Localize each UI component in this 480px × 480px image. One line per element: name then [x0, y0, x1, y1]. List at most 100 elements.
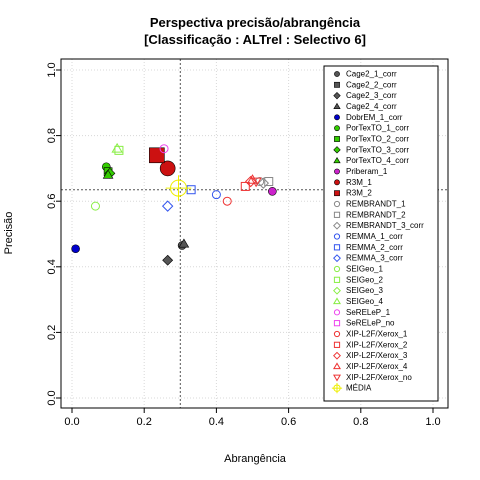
legend-label: R3M_1 — [346, 178, 372, 187]
reference-lines — [61, 59, 448, 408]
legend-marker — [333, 200, 341, 208]
x-axis: 0.0 0.2 0.4 0.6 0.8 1.0 — [64, 408, 441, 428]
y-tick-label: 0.4 — [46, 259, 58, 274]
legend-label: SeRELeP_1 — [346, 308, 391, 317]
x-tick-label: 1.0 — [425, 416, 440, 428]
legend-marker — [333, 221, 341, 230]
data-point — [102, 169, 114, 179]
legend-marker — [331, 383, 343, 394]
legend-marker — [333, 374, 341, 382]
data-point — [149, 147, 165, 164]
data-point — [244, 175, 257, 188]
legend-label: SEIGeo_2 — [346, 275, 383, 284]
legend-label: MÉDIA — [346, 384, 372, 393]
y-tick-label: 0.6 — [46, 194, 58, 209]
data-point — [257, 177, 270, 189]
legend-marker — [334, 81, 340, 88]
data-point — [268, 187, 277, 196]
legend-marker — [334, 168, 340, 175]
legend-label: PorTexTO_1_corr — [346, 124, 409, 133]
legend-label: XIP-L2F/Xerox_2 — [346, 340, 408, 349]
legend-marker — [333, 102, 341, 109]
legend-label: REMBRANDT_2 — [346, 210, 406, 219]
legend-marker — [333, 146, 341, 154]
legend-label: REMMA_2_corr — [346, 243, 403, 252]
x-tick-label: 0.4 — [209, 416, 224, 428]
legend-label: XIP-L2F/Xerox_1 — [346, 330, 408, 339]
legend-label: Cage2_3_corr — [346, 91, 397, 100]
data-point — [246, 174, 259, 184]
legend-marker — [334, 125, 340, 132]
legend-marker — [333, 330, 341, 338]
legend-label: SEIGeo_4 — [346, 297, 383, 306]
legend-label: SEIGeo_1 — [346, 265, 383, 274]
legend-marker — [334, 71, 340, 77]
data-point — [162, 254, 174, 266]
data-point — [90, 201, 100, 211]
y-tick-label: 0.8 — [46, 128, 58, 143]
legend-marker — [333, 211, 341, 218]
legend-marker — [334, 114, 340, 121]
x-tick-label: 0.2 — [137, 416, 152, 428]
legend-marker — [333, 91, 341, 100]
data-points — [71, 142, 277, 266]
data-point — [222, 196, 232, 206]
x-tick-label: 0.0 — [64, 416, 79, 428]
data-point — [71, 244, 80, 254]
data-point — [250, 177, 262, 188]
legend-label: XIP-L2F/Xerox_3 — [346, 351, 408, 360]
y-axis: 0.0 0.2 0.4 0.6 0.8 1.0 — [46, 62, 61, 406]
data-point — [186, 185, 196, 195]
data-point — [165, 175, 192, 201]
x-axis-label: Abrangência — [224, 453, 287, 465]
legend-label: REMMA_1_corr — [346, 232, 403, 241]
y-tick-label: 0.2 — [46, 325, 58, 340]
legend-label: REMBRANDT_3_corr — [346, 221, 424, 230]
legend-marker — [333, 341, 341, 348]
legend-marker — [333, 297, 341, 305]
legend-label: Cage2_4_corr — [346, 102, 397, 111]
legend-label: SEIGeo_3 — [346, 286, 383, 295]
data-point — [159, 144, 169, 154]
y-tick-label: 0.0 — [46, 390, 58, 405]
legend-marker — [333, 254, 341, 263]
legend-marker — [333, 265, 341, 273]
legend-label: PorTexTO_4_corr — [346, 156, 409, 165]
data-point — [211, 190, 221, 200]
legend-box — [323, 65, 439, 402]
legend-label: R3M_2 — [346, 189, 372, 198]
legend-label: XIP-L2F/Xerox_4 — [346, 362, 408, 371]
legend-marker — [333, 362, 341, 370]
x-tick-label: 0.6 — [281, 416, 296, 428]
legend-label: REMBRANDT_1 — [346, 200, 406, 209]
legend-label: PorTexTO_3_corr — [346, 145, 409, 154]
data-point — [240, 181, 250, 191]
data-point — [111, 142, 123, 153]
y-axis-label: Precisão — [3, 212, 15, 255]
x-tick-label: 0.8 — [353, 416, 368, 428]
legend-label: Cage2_1_corr — [346, 70, 397, 79]
y-tick-label: 1.0 — [46, 62, 58, 77]
legend-marker — [334, 136, 340, 142]
legend-label: PorTexTO_2_corr — [346, 135, 409, 144]
legend-label: Cage2_2_corr — [346, 80, 397, 89]
legend-marker — [333, 156, 341, 164]
legend-label: Priberam_1 — [346, 167, 388, 176]
legend-marker — [333, 233, 341, 240]
data-point — [161, 200, 174, 212]
legend-marker — [333, 276, 341, 283]
legend-marker — [334, 190, 340, 197]
chart-title-line-1: Perspectiva precisão/abrangência — [150, 15, 361, 30]
legend-marker — [333, 309, 341, 316]
legend-marker — [333, 320, 341, 327]
legend-label: REMMA_3_corr — [346, 254, 403, 263]
legend-marker — [333, 286, 341, 295]
legend-marker — [333, 244, 341, 251]
data-point — [178, 238, 190, 248]
legend-label: DobrEM_1_corr — [346, 113, 403, 122]
legend-label: SeRELeP_no — [346, 319, 395, 328]
plot-frame — [60, 58, 449, 409]
legend-marker — [334, 179, 340, 186]
